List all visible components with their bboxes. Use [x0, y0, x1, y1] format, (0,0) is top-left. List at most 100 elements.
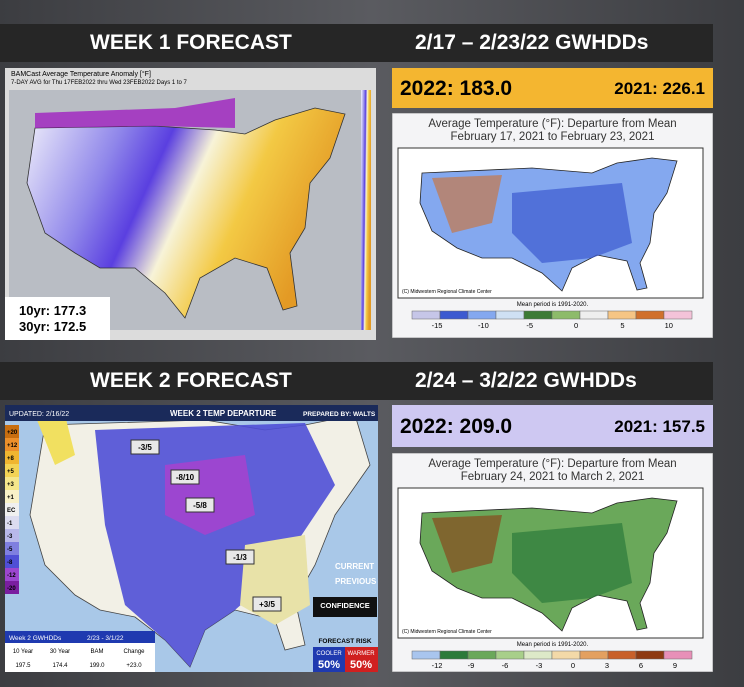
- anomaly-label: -1/3: [233, 553, 247, 562]
- table-header: 10 Year: [13, 649, 33, 655]
- table-value: +23.0: [126, 663, 142, 669]
- normals-box: 10yr: 177.3 30yr: 172.5: [5, 297, 110, 340]
- ref-dates: February 24, 2021 to March 2, 2021: [461, 471, 644, 483]
- updated: UPDATED: 2/16/22: [9, 411, 69, 418]
- scale-swatch: [579, 310, 609, 320]
- scale-label: -9: [468, 661, 475, 670]
- legend-swatch: [5, 529, 19, 542]
- scale-swatch: [579, 650, 609, 660]
- table-value: 199.0: [89, 663, 105, 669]
- scale-label: 10: [665, 321, 673, 330]
- scale-swatch: [551, 650, 581, 660]
- scale-swatch: [551, 310, 581, 320]
- ref-dates: February 17, 2021 to February 23, 2021: [451, 131, 655, 143]
- legend-label: EC: [7, 508, 16, 514]
- scale-swatch: [523, 310, 553, 320]
- ref-title: Average Temperature (°F): Departure from…: [428, 458, 676, 470]
- scale-swatch: [411, 310, 441, 320]
- scale-label: 0: [571, 661, 575, 670]
- anomaly-region: [432, 175, 502, 233]
- scale-label: -3: [536, 661, 543, 670]
- map-title: BAMCast Average Temperature Anomaly [°F]: [11, 70, 151, 78]
- legend-swatch: [5, 516, 19, 529]
- label-bg: [252, 596, 282, 612]
- table-value: 174.4: [52, 663, 68, 669]
- anomaly-label: +3/5: [259, 600, 275, 609]
- label-bg: [170, 469, 200, 485]
- prepared: PREPARED BY: WALTS: [303, 411, 376, 418]
- scale-swatch: [663, 650, 693, 660]
- previous: PREVIOUS: [335, 577, 377, 586]
- legend-swatch: [5, 542, 19, 555]
- legend-swatch: [5, 503, 19, 516]
- credit: (C) Midwestern Regional Climate Center: [402, 629, 492, 635]
- legend-label: +8: [7, 456, 15, 462]
- legend-swatch: [5, 581, 19, 594]
- scale-label: -5: [526, 321, 533, 330]
- scale-swatch: [467, 310, 497, 320]
- label-bg: [225, 549, 255, 565]
- table-period: 2/23 - 3/1/22: [87, 635, 124, 642]
- table-value: 197.5: [15, 663, 31, 669]
- scale-label: 5: [620, 321, 624, 330]
- map-overlay: UPDATED: 2/16/22 WEEK 2 TEMP DEPARTURE PRE…: [5, 405, 378, 672]
- warmer-pct: 50%: [350, 659, 372, 671]
- scale-swatch: [663, 310, 693, 320]
- scale-swatch: [607, 310, 637, 320]
- legend-swatch: [5, 490, 19, 503]
- legend-label: +3: [7, 482, 15, 488]
- scale-swatch: [635, 310, 665, 320]
- scale-swatch: [467, 650, 497, 660]
- scale-label: -10: [478, 321, 489, 330]
- legend-label: -8: [7, 560, 13, 566]
- scale-swatch: [495, 650, 525, 660]
- credit: (C) Midwestern Regional Climate Center: [402, 289, 492, 295]
- legend-label: +20: [7, 430, 18, 436]
- cold-region: [95, 423, 335, 667]
- legend-label: +5: [7, 469, 15, 475]
- scale-swatch: [495, 310, 525, 320]
- scale-label: -6: [502, 661, 509, 670]
- forecast-map: BAMCast Average Temperature Anomaly [°F]…: [5, 68, 376, 340]
- confidence: CONFIDENCE: [320, 601, 370, 610]
- title-bar: [5, 405, 378, 421]
- warm-west: [35, 415, 75, 465]
- table-body: [5, 643, 155, 672]
- map-title: WEEK 2 TEMP DEPARTURE: [170, 409, 277, 418]
- legend-swatch: [5, 438, 19, 451]
- anomaly-region: [432, 515, 502, 573]
- label-bg: [130, 439, 160, 455]
- mean-note: Mean period is 1991-2020.: [517, 302, 589, 308]
- scale-swatch: [523, 650, 553, 660]
- range: 2/17 – 2/23/22 GWHDDs: [415, 31, 649, 54]
- range: 2/24 – 3/2/22 GWHDDs: [415, 369, 637, 392]
- anomaly-label: -8/10: [176, 473, 195, 482]
- current-value: 2022: 183.0: [400, 77, 513, 100]
- scale-label: -15: [432, 321, 443, 330]
- cooler-pct: 50%: [318, 659, 340, 671]
- legend-label: -5: [7, 547, 13, 553]
- current: CURRENT: [335, 562, 374, 571]
- legend-swatch: [5, 477, 19, 490]
- scale-label: 6: [639, 661, 643, 670]
- scale-swatch: [635, 650, 665, 660]
- anomaly-label: -3/5: [138, 443, 152, 452]
- scale-swatch: [607, 650, 637, 660]
- scale-swatch: [439, 310, 469, 320]
- warmer: WARMER: [347, 651, 375, 657]
- cold-core: [35, 98, 235, 128]
- scale-swatch: [439, 650, 469, 660]
- section-title: WEEK 2 FORECAST: [90, 369, 292, 392]
- legend-label: +1: [7, 495, 15, 501]
- colorbar: [361, 90, 371, 330]
- scale-label: -12: [432, 661, 443, 670]
- legend-label: -12: [7, 573, 16, 579]
- reference-map: Average Temperature (°F): Departure from…: [392, 453, 713, 672]
- risk: FORECAST RISK: [318, 638, 371, 645]
- warmer-bg: [345, 647, 378, 672]
- legend-label: -3: [7, 534, 13, 540]
- forecast-map: UPDATED: 2/16/22 WEEK 2 TEMP DEPARTURE PRE…: [5, 405, 378, 672]
- legend-swatch: [5, 568, 19, 581]
- anomaly-label: -5/8: [193, 501, 207, 510]
- scale-label: 3: [605, 661, 609, 670]
